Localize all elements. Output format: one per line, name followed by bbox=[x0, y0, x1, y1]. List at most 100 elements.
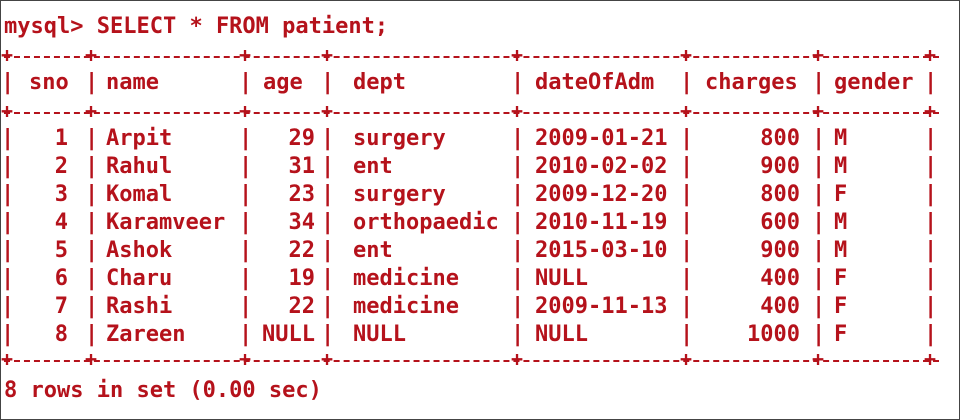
column-divider: | bbox=[680, 182, 694, 207]
column-divider: | bbox=[239, 238, 253, 263]
column-divider: | bbox=[924, 182, 938, 207]
cell-sno: 2 bbox=[54, 154, 68, 179]
column-divider: | bbox=[239, 294, 253, 319]
column-divider: | bbox=[239, 266, 253, 291]
column-divider: | bbox=[239, 182, 253, 207]
cell-dateofadm: 2009-12-20 bbox=[535, 182, 668, 207]
table-row: | | | | | | | | 1 Arpit 29 surgery 2009-01-21 800 M bbox=[1, 125, 959, 153]
cell-dateofadm: NULL bbox=[535, 322, 588, 347]
column-divider: | bbox=[511, 266, 525, 291]
cell-age: 23 bbox=[288, 182, 316, 207]
cell-sno: 7 bbox=[54, 294, 68, 319]
column-divider: | bbox=[1, 182, 15, 207]
column-header-charges: charges bbox=[705, 70, 798, 95]
column-divider: | bbox=[1, 294, 15, 319]
cell-gender: M bbox=[834, 238, 848, 263]
column-header-sno: sno bbox=[29, 70, 69, 95]
column-header-dateofadm: dateOfAdm bbox=[535, 70, 655, 95]
column-divider: | bbox=[680, 154, 694, 179]
column-divider: | bbox=[680, 210, 694, 235]
cell-name: Rahul bbox=[106, 154, 173, 179]
column-divider: | bbox=[1, 238, 15, 263]
cell-name: Ashok bbox=[106, 238, 173, 263]
cell-gender: F bbox=[834, 266, 848, 291]
cell-dept: surgery bbox=[353, 126, 446, 151]
column-header-name: name bbox=[106, 70, 159, 95]
cell-charges: 800 bbox=[760, 182, 800, 207]
cell-charges: 900 bbox=[760, 154, 800, 179]
column-divider: | bbox=[511, 238, 525, 263]
cell-dept: surgery bbox=[353, 182, 446, 207]
cell-age: 22 bbox=[288, 238, 316, 263]
cell-gender: F bbox=[834, 322, 848, 347]
cell-charges: 600 bbox=[760, 210, 800, 235]
column-divider: | bbox=[812, 294, 826, 319]
cell-age: 22 bbox=[288, 294, 316, 319]
column-divider: | bbox=[511, 154, 525, 179]
column-divider: | bbox=[924, 266, 938, 291]
column-divider: | bbox=[85, 70, 99, 95]
column-divider: | bbox=[321, 266, 335, 291]
column-divider: | bbox=[812, 266, 826, 291]
cell-sno: 6 bbox=[54, 266, 68, 291]
table-row: | | | | | | | | 7 Rashi 22 medicine 2009-11-13 400 F bbox=[1, 293, 959, 321]
cell-dept: ent bbox=[353, 154, 393, 179]
column-divider: | bbox=[85, 266, 99, 291]
cell-age: 34 bbox=[288, 210, 316, 235]
column-divider: | bbox=[85, 322, 99, 347]
cell-name: Karamveer bbox=[106, 210, 226, 235]
column-header-gender: gender bbox=[834, 70, 914, 95]
cell-sno: 8 bbox=[54, 322, 68, 347]
column-divider: | bbox=[321, 126, 335, 151]
cell-name: Arpit bbox=[106, 126, 173, 151]
table-row: | | | | | | | | 4 Karamveer 34 orthopaedic 2010-11-1… bbox=[1, 209, 959, 237]
table-row: | | | | | | | | 3 Komal 23 surgery 2009-12-20 800 F bbox=[1, 181, 959, 209]
cell-dateofadm: 2009-01-21 bbox=[535, 126, 668, 151]
cell-name: Komal bbox=[106, 182, 173, 207]
column-divider: | bbox=[239, 70, 253, 95]
table-row: | | | | | | | | 6 Charu 19 medicine NULL 400 F bbox=[1, 265, 959, 293]
column-divider: | bbox=[812, 322, 826, 347]
cell-dept: medicine bbox=[353, 266, 459, 291]
cell-age: 29 bbox=[288, 126, 316, 151]
column-divider: | bbox=[924, 294, 938, 319]
column-divider: | bbox=[321, 70, 335, 95]
column-divider: | bbox=[812, 210, 826, 235]
column-divider: | bbox=[239, 126, 253, 151]
cell-charges: 800 bbox=[760, 126, 800, 151]
column-divider: | bbox=[511, 70, 525, 95]
column-divider: | bbox=[1, 322, 15, 347]
cell-age: 31 bbox=[288, 154, 316, 179]
table-border: + + + + + + + + bbox=[1, 99, 939, 123]
column-divider: | bbox=[680, 294, 694, 319]
table-row: | | | | | | | | 2 Rahul 31 ent 2010-02-02 900 M bbox=[1, 153, 959, 181]
cell-charges: 400 bbox=[760, 266, 800, 291]
table-row: | | | | | | | | 8 Zareen NULL NULL NULL 1000 F bbox=[1, 321, 959, 349]
column-divider: | bbox=[321, 322, 335, 347]
column-divider: | bbox=[924, 154, 938, 179]
cell-sno: 1 bbox=[54, 126, 68, 151]
cell-name: Zareen bbox=[106, 322, 186, 347]
cell-dateofadm: 2009-11-13 bbox=[535, 294, 668, 319]
cell-dateofadm: 2010-11-19 bbox=[535, 210, 668, 235]
column-divider: | bbox=[511, 182, 525, 207]
column-divider: | bbox=[85, 182, 99, 207]
cell-dateofadm: NULL bbox=[535, 266, 588, 291]
cell-gender: F bbox=[834, 294, 848, 319]
cell-dept: medicine bbox=[353, 294, 459, 319]
column-divider: | bbox=[85, 126, 99, 151]
column-divider: | bbox=[239, 322, 253, 347]
column-divider: | bbox=[924, 322, 938, 347]
cell-charges: 900 bbox=[760, 238, 800, 263]
cell-dept: ent bbox=[353, 238, 393, 263]
cell-dept: orthopaedic bbox=[353, 210, 499, 235]
column-divider: | bbox=[924, 70, 938, 95]
cell-name: Rashi bbox=[106, 294, 173, 319]
column-divider: | bbox=[924, 210, 938, 235]
cell-gender: M bbox=[834, 126, 848, 151]
sql-command: SELECT * FROM patient; bbox=[96, 14, 389, 39]
cell-dateofadm: 2015-03-10 bbox=[535, 238, 668, 263]
column-divider: | bbox=[924, 126, 938, 151]
cell-gender: M bbox=[834, 210, 848, 235]
